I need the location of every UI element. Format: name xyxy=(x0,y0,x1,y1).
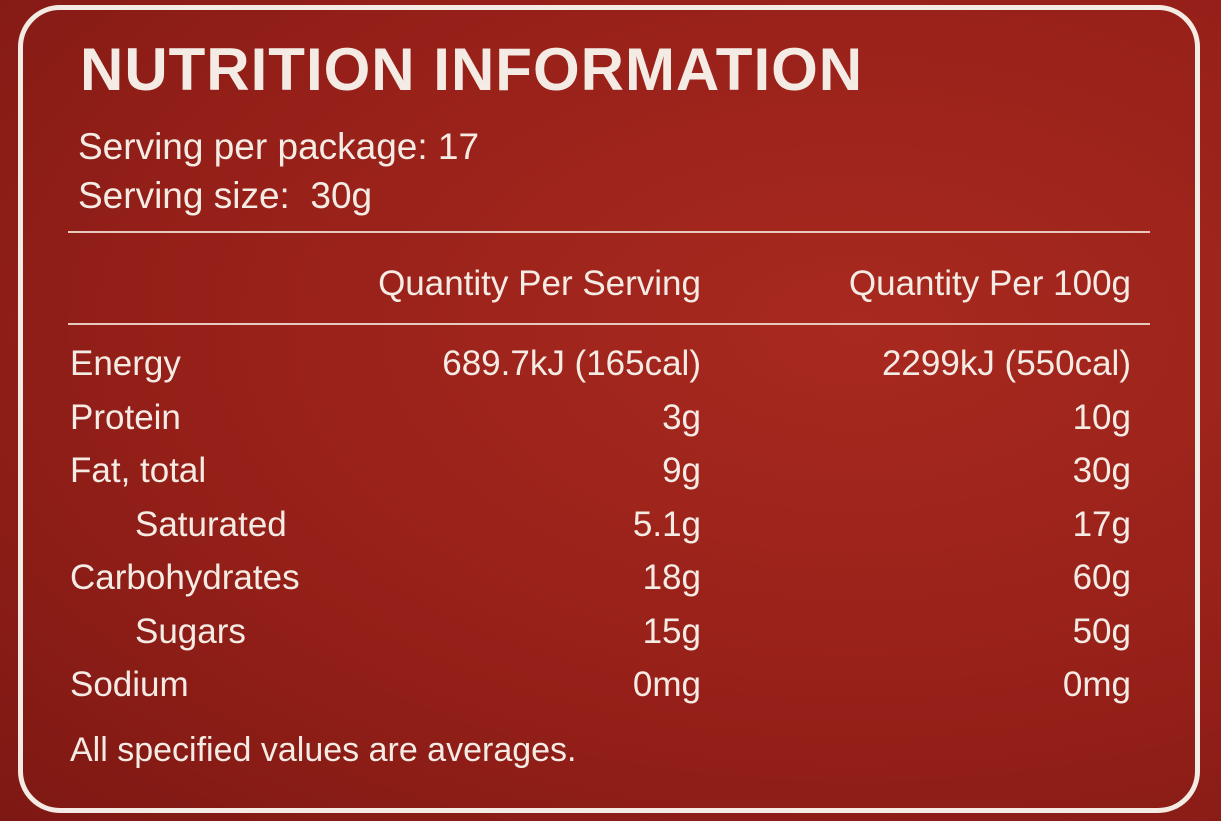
per-serving-value: 18g xyxy=(642,558,701,597)
per-serving-value: 0mg xyxy=(632,665,701,704)
per-serving-value: 15g xyxy=(642,611,701,651)
per-100g-value: 30g xyxy=(1072,451,1131,490)
nutrient-name: Carbohydrates xyxy=(70,558,300,597)
per-100g-value: 17g xyxy=(1072,504,1131,544)
per-serving-value: 3g xyxy=(662,397,701,437)
per-100g-value: 10g xyxy=(1072,397,1131,437)
nutrient-name: Sodium xyxy=(70,665,189,704)
nutrient-name: Fat, total xyxy=(70,451,207,490)
per-serving-value: 5.1g xyxy=(632,504,701,544)
sub-nutrient-name: Saturated xyxy=(135,504,287,544)
per-100g-value: 2299kJ (550cal) xyxy=(881,344,1131,383)
divider xyxy=(68,323,1150,325)
per-100g-value: 0mg xyxy=(1062,665,1131,704)
per-100g-value: 50g xyxy=(1072,611,1131,651)
divider xyxy=(68,231,1150,233)
column-header: Quantity Per 100g xyxy=(848,264,1131,303)
per-100g-value: 60g xyxy=(1072,558,1131,597)
column-header: Quantity Per Serving xyxy=(378,264,701,303)
per-serving-value: 689.7kJ (165cal) xyxy=(442,344,701,383)
serving-size: Serving size: 30g xyxy=(78,175,373,216)
nutrient-name: Protein xyxy=(70,397,181,437)
footnote: All specified values are averages. xyxy=(70,731,577,769)
title: NUTRITION INFORMATION xyxy=(80,36,864,103)
servings-per-package: Serving per package: 17 xyxy=(78,126,480,167)
nutrient-name: Energy xyxy=(70,344,181,383)
per-serving-value: 9g xyxy=(662,451,701,490)
label-border xyxy=(18,5,1200,813)
sub-nutrient-name: Sugars xyxy=(135,611,246,651)
